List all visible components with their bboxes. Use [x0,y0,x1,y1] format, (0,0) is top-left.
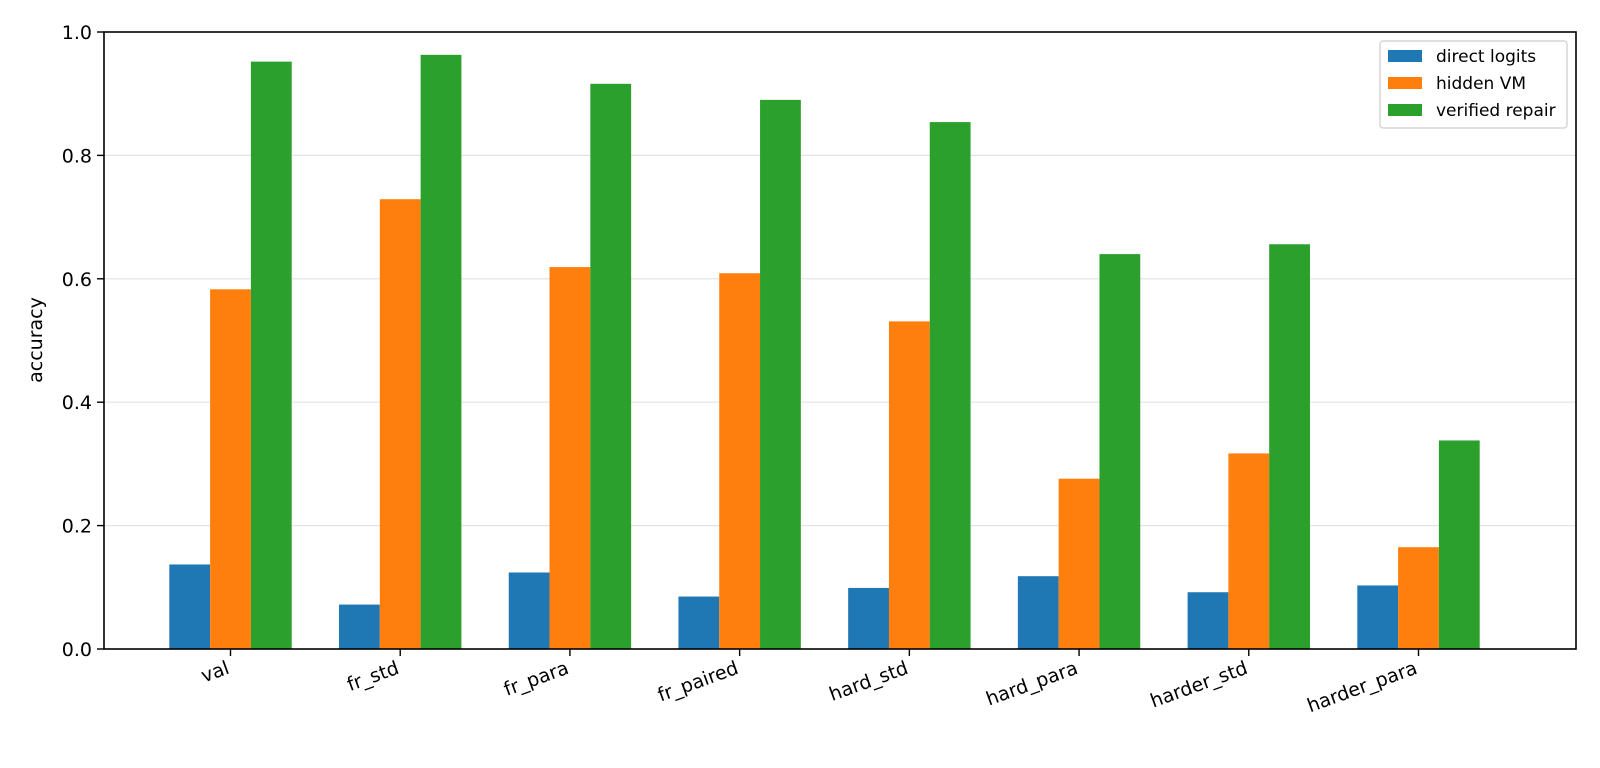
gridlines [104,154,1576,527]
bar-direct-logits-fr-paired [678,596,720,649]
bar-verified-repair-harder-para [1438,440,1480,649]
plot-frame [103,31,1577,650]
bar-direct-logits-harder-std [1187,592,1229,649]
legend-label: direct logits [1436,47,1536,67]
x-axis: val fr_std fr_para fr_paired hard_std hard_pa… [198,649,1420,717]
x-tick-label: hard_para [983,657,1081,710]
y-tick-label: 1.0 [62,22,92,44]
bar-hidden-vm-val [210,289,251,649]
bar-verified-repair-fr-std [420,54,462,650]
x-tick-label: fr_std [344,657,402,696]
y-tick-label: 0.2 [62,516,92,538]
bar-verified-repair-fr-para [590,83,632,649]
bar-verified-repair-harder-std [1269,244,1310,650]
x-tick-label: fr_para [501,657,572,701]
bar-hidden-vm-harder-std [1228,453,1270,649]
bar-direct-logits-fr-std [339,604,380,649]
y-axis-label: accuracy [25,297,47,383]
y-tick-label: 0.8 [62,145,92,167]
x-tick-label: val [198,657,232,687]
y-tick-label: 0.6 [62,269,92,291]
bar-direct-logits-hard-para [1017,576,1059,649]
y-axis: 0.0 0.2 0.4 0.6 0.8 1.0 [62,22,104,661]
bar-hidden-vm-hard-std [888,321,930,649]
bar-direct-logits-fr-para [508,572,550,649]
bar-hidden-vm-hard-para [1058,478,1100,649]
legend: direct logits hidden VM verified repair [1379,40,1568,129]
legend-swatch [1388,50,1422,62]
bars [169,54,1480,650]
x-tick-label: harder_std [1147,657,1250,712]
bar-hidden-vm-fr-paired [719,273,761,649]
bar-hidden-vm-harder-para [1398,547,1439,649]
x-tick-label: hard_std [826,657,911,706]
y-tick-label: 0.0 [62,639,92,661]
legend-label: verified repair [1436,101,1556,121]
legend-box [1379,40,1568,129]
bar-direct-logits-harder-para [1357,585,1399,649]
legend-swatch [1388,77,1422,89]
bar-hidden-vm-fr-para [549,267,591,649]
x-tick-label: fr_paired [655,657,742,706]
bar-direct-logits-val [169,564,211,649]
bar-direct-logits-hard-std [848,587,889,649]
x-tick-label: harder_para [1304,657,1420,717]
bar-verified-repair-fr-paired [760,99,801,650]
bar-verified-repair-hard-std [929,122,971,649]
legend-label: hidden VM [1436,74,1526,94]
bar-verified-repair-val [250,61,292,649]
legend-swatch [1388,104,1422,116]
bar-verified-repair-hard-para [1099,254,1141,649]
bar-hidden-vm-fr-std [379,199,421,649]
y-tick-label: 0.4 [62,392,92,414]
